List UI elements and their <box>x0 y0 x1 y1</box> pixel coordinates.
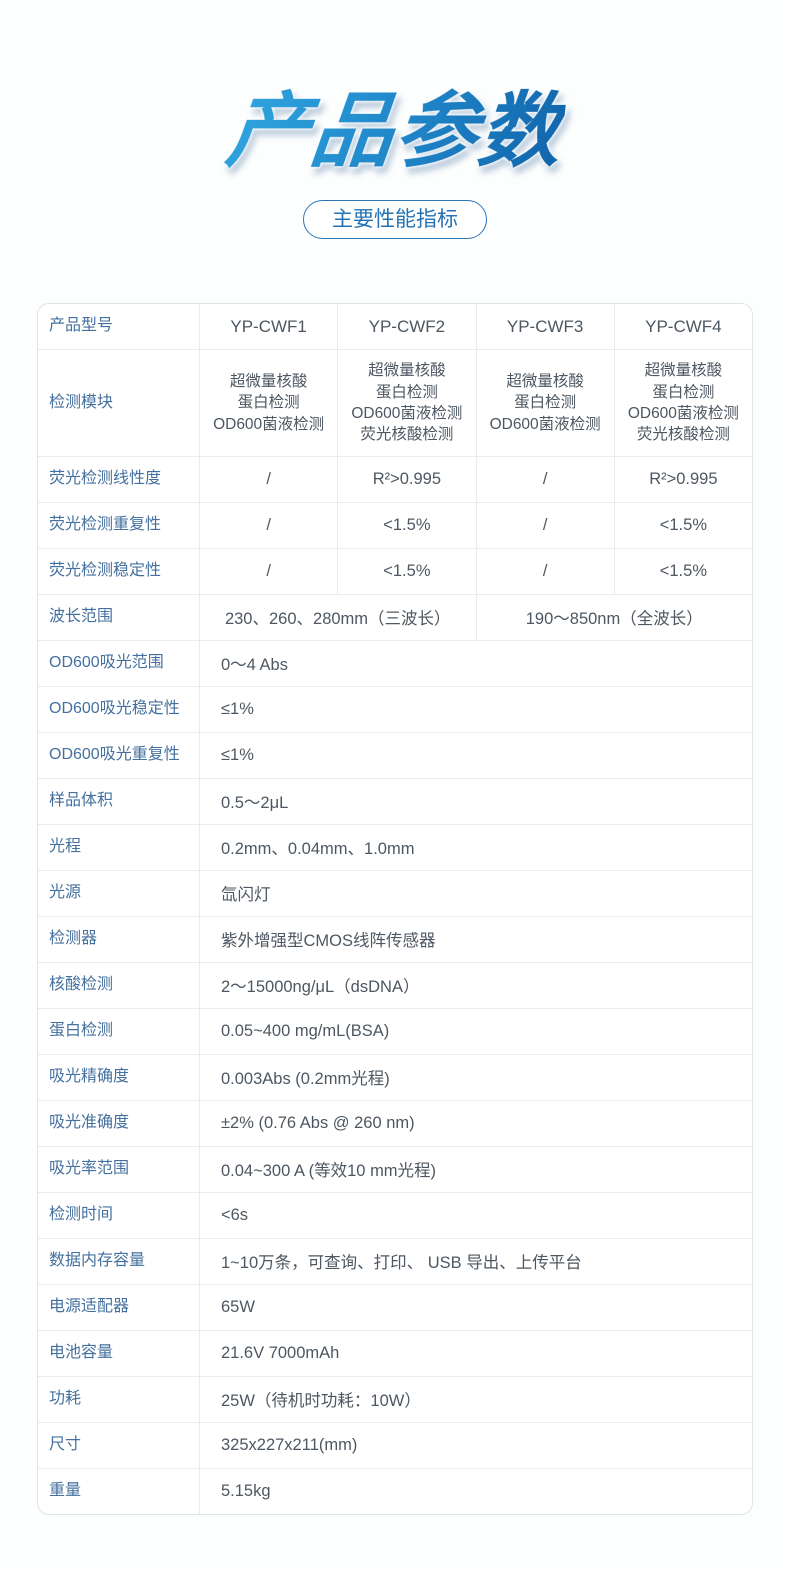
table-row: 荧光检测线性度 / R²>0.995 / R²>0.995 <box>38 455 752 502</box>
header-label: 产品型号 <box>49 317 114 335</box>
spec-value: <6s <box>199 1192 752 1238</box>
spec-value: / <box>475 456 614 502</box>
spec-value: / <box>475 502 614 548</box>
model-name: YP-CWF2 <box>337 304 475 350</box>
table-row: 光源 氙闪灯 <box>38 869 752 916</box>
spec-value: 5.15kg <box>199 1468 752 1514</box>
spec-label: OD600吸光范围 <box>49 653 164 671</box>
spec-value: 25W（待机时功耗：10W） <box>199 1376 752 1422</box>
spec-label: 荧光检测重复性 <box>49 515 162 533</box>
spec-label: 电源适配器 <box>49 1297 130 1315</box>
table-row: OD600吸光重复性 ≤1% <box>38 731 752 778</box>
spec-label: 荧光检测线性度 <box>49 469 162 487</box>
model-name: YP-CWF1 <box>199 304 337 350</box>
model-name: YP-CWF3 <box>475 304 614 350</box>
spec-value: 190～850nm（全波长） <box>475 594 753 640</box>
table-row: 尺寸 325x227x211(mm) <box>38 1421 752 1468</box>
spec-label: OD600吸光稳定性 <box>49 699 180 717</box>
table-row: 吸光率范围 0.04~300 A (等效10 mm光程) <box>38 1145 752 1192</box>
table-row: 荧光检测重复性 / <1.5% / <1.5% <box>38 501 752 548</box>
spec-value: 0.5～2μL <box>199 778 752 824</box>
spec-value: 0.2mm、0.04mm、1.0mm <box>199 824 752 870</box>
table-row: 重量 5.15kg <box>38 1467 752 1514</box>
spec-label: 核酸检测 <box>49 975 114 993</box>
spec-value: 紫外增强型CMOS线阵传感器 <box>199 916 752 962</box>
spec-value: 2～15000ng/μL（dsDNA） <box>199 962 752 1008</box>
spec-value: ≤1% <box>199 686 752 732</box>
table-row-wavelength: 波长范围 230、260、280mm（三波长） 190～850nm（全波长） <box>38 593 753 640</box>
spec-value: / <box>199 502 337 548</box>
spec-label: 光源 <box>49 883 82 901</box>
spec-label: 蛋白检测 <box>49 1021 114 1039</box>
spec-value: 21.6V 7000mAh <box>199 1330 752 1376</box>
spec-label: 荧光检测稳定性 <box>49 561 162 579</box>
table-row: 电源适配器 65W <box>38 1283 752 1330</box>
spec-value: 1~10万条，可查询、打印、 USB 导出、上传平台 <box>199 1238 752 1284</box>
spec-label: 波长范围 <box>49 607 114 625</box>
table-row: 吸光准确度 ±2% (0.76 Abs @ 260 nm) <box>38 1099 752 1146</box>
table-row: 功耗 25W（待机时功耗：10W） <box>38 1375 752 1422</box>
spec-label: 检测器 <box>49 929 98 947</box>
spec-value: 超微量核酸 蛋白检测 OD600菌液检测 荧光核酸检测 <box>337 350 475 456</box>
spec-label: 尺寸 <box>49 1435 82 1453</box>
spec-value: ±2% (0.76 Abs @ 260 nm) <box>199 1100 752 1146</box>
spec-value: <1.5% <box>337 548 475 594</box>
spec-label: 功耗 <box>49 1389 82 1407</box>
spec-label: OD600吸光重复性 <box>49 745 180 763</box>
spec-value: ≤1% <box>199 732 752 778</box>
table-row: 数据内存容量 1~10万条，可查询、打印、 USB 导出、上传平台 <box>38 1237 752 1284</box>
spec-label: 吸光精确度 <box>49 1067 130 1085</box>
model-name: YP-CWF4 <box>613 304 752 350</box>
spec-value: 65W <box>199 1284 752 1330</box>
table-row: 电池容量 21.6V 7000mAh <box>38 1329 752 1376</box>
spec-value: / <box>199 456 337 502</box>
table-row: OD600吸光稳定性 ≤1% <box>38 685 752 732</box>
spec-label: 吸光准确度 <box>49 1113 130 1131</box>
spec-value: R²>0.995 <box>337 456 475 502</box>
spec-value: 0.003Abs (0.2mm光程) <box>199 1054 752 1100</box>
spec-value: R²>0.995 <box>613 456 752 502</box>
spec-value: 0～4 Abs <box>199 640 752 686</box>
spec-label: 检测时间 <box>49 1205 114 1223</box>
spec-value: 0.04~300 A (等效10 mm光程) <box>199 1146 752 1192</box>
spec-value: 氙闪灯 <box>199 870 752 916</box>
table-row-module: 检测模块 超微量核酸 蛋白检测 OD600菌液检测 超微量核酸 蛋白检测 OD6… <box>38 349 752 456</box>
spec-value: 超微量核酸 蛋白检测 OD600菌液检测 荧光核酸检测 <box>613 350 752 456</box>
table-row: 检测器 紫外增强型CMOS线阵传感器 <box>38 915 752 962</box>
spec-value: 0.05~400 mg/mL(BSA) <box>199 1008 752 1054</box>
page-header: 产品参数 主要性能指标 <box>0 0 790 240</box>
subtitle-wrap: 主要性能指标 <box>0 176 790 240</box>
spec-label: 吸光率范围 <box>49 1159 130 1177</box>
spec-value: / <box>199 548 337 594</box>
spec-value: 230、260、280mm（三波长） <box>199 594 476 640</box>
subtitle-badge: 主要性能指标 <box>303 200 487 240</box>
spec-value: 超微量核酸 蛋白检测 OD600菌液检测 <box>475 350 614 456</box>
table-row: 核酸检测 2～15000ng/μL（dsDNA） <box>38 961 752 1008</box>
spec-value: / <box>475 548 614 594</box>
table-row: 吸光精确度 0.003Abs (0.2mm光程) <box>38 1053 752 1100</box>
spec-value: 超微量核酸 蛋白检测 OD600菌液检测 <box>199 350 337 456</box>
spec-label: 电池容量 <box>49 1343 114 1361</box>
spec-value: <1.5% <box>613 502 752 548</box>
spec-value: <1.5% <box>337 502 475 548</box>
table-row: 检测时间 <6s <box>38 1191 752 1238</box>
spec-label: 数据内存容量 <box>49 1251 146 1269</box>
spec-label: 重量 <box>49 1481 82 1499</box>
table-row: 蛋白检测 0.05~400 mg/mL(BSA) <box>38 1007 752 1054</box>
spec-value: 325x227x211(mm) <box>199 1422 752 1468</box>
page-title: 产品参数 <box>221 83 569 179</box>
table-row: 样品体积 0.5～2μL <box>38 777 752 824</box>
spec-label: 光程 <box>49 837 82 855</box>
spec-label: 样品体积 <box>49 791 114 809</box>
table-row: 荧光检测稳定性 / <1.5% / <1.5% <box>38 547 752 594</box>
spec-value: <1.5% <box>613 548 752 594</box>
spec-table: 产品型号 YP-CWF1 YP-CWF2 YP-CWF3 YP-CWF4 检测模… <box>37 303 753 1515</box>
table-row: 光程 0.2mm、0.04mm、1.0mm <box>38 823 752 870</box>
table-row: OD600吸光范围 0～4 Abs <box>38 639 752 686</box>
spec-label: 检测模块 <box>49 393 114 411</box>
table-header-row: 产品型号 YP-CWF1 YP-CWF2 YP-CWF3 YP-CWF4 <box>38 304 752 350</box>
